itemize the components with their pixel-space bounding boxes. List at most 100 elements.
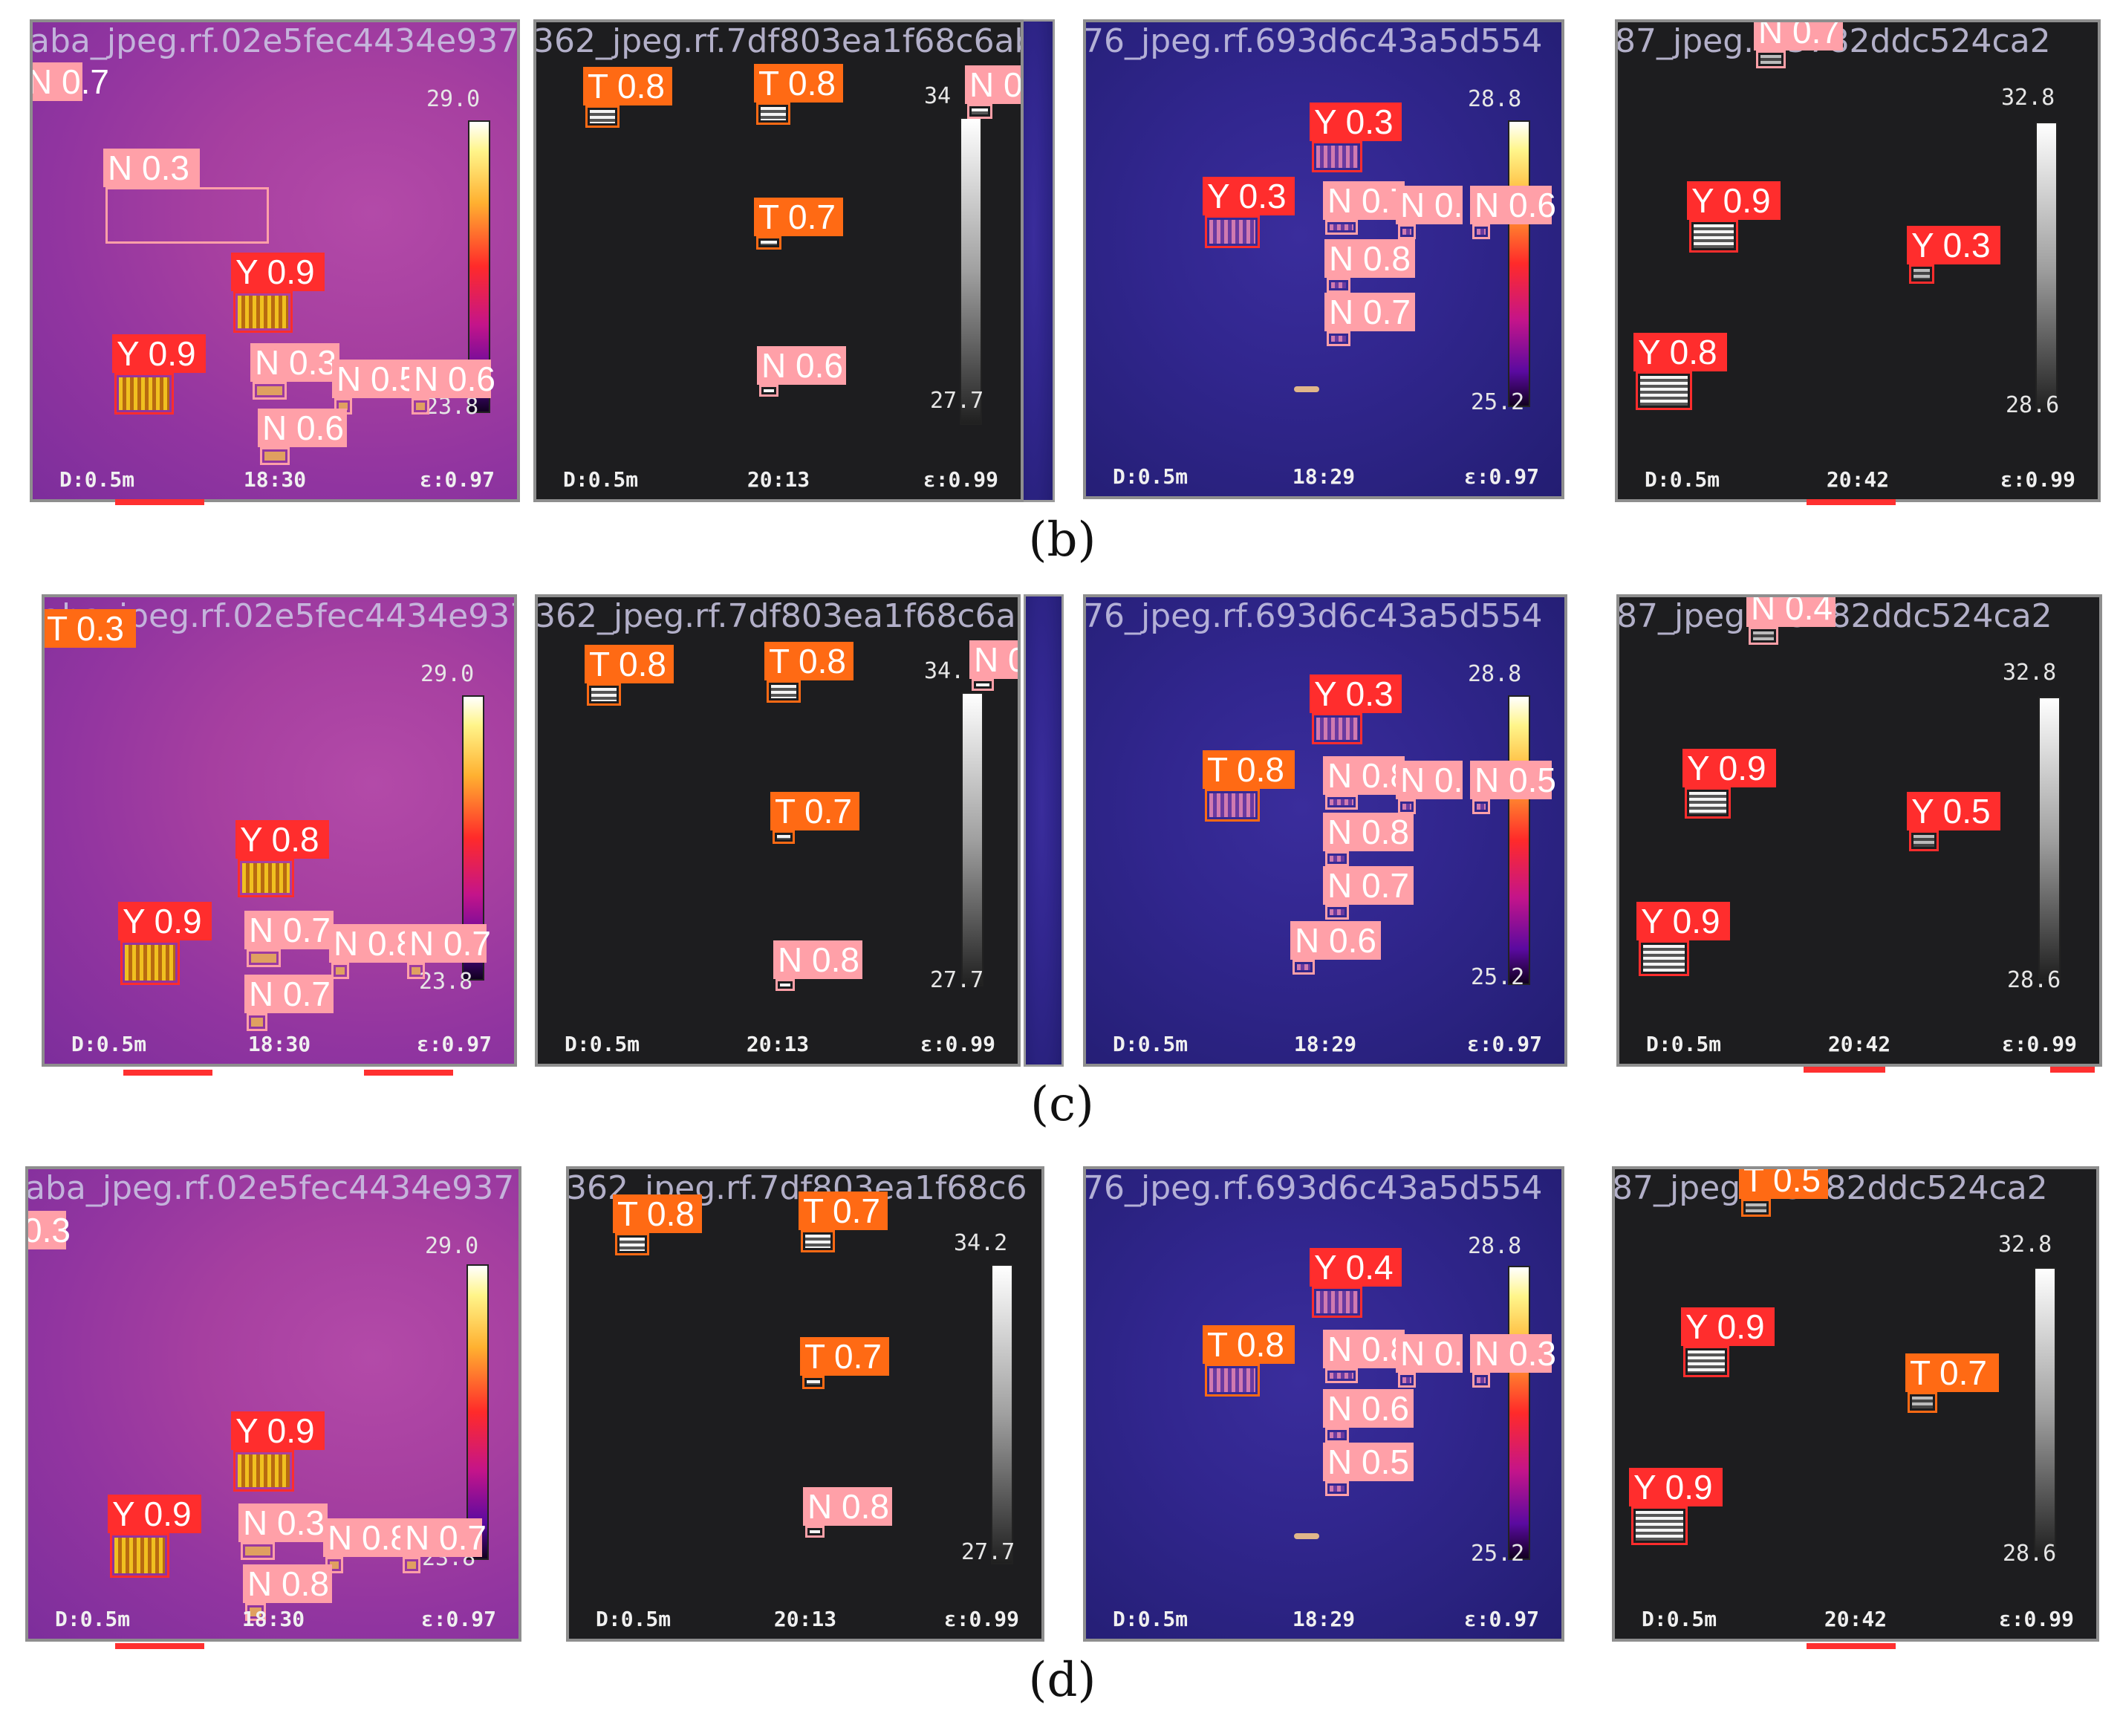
detection-bbox	[1909, 264, 1934, 284]
detection-label: N 0.7	[965, 65, 1021, 104]
red-annotation-bar	[115, 1643, 204, 1649]
detection-label: N 0.5	[1323, 1443, 1414, 1481]
detected-object-texture	[330, 1561, 339, 1569]
detection-bbox	[1909, 830, 1939, 851]
detection-label: T 0.5	[1739, 1169, 1828, 1199]
detected-object-texture	[251, 954, 276, 963]
detection-label: Y 0.9	[1682, 749, 1776, 787]
detection-label: N 0.4	[1746, 597, 1836, 627]
detection-bbox	[1756, 51, 1786, 68]
detection-bbox	[756, 103, 790, 125]
emissivity-readout: ε:0.97	[420, 1607, 496, 1631]
detection-bbox	[120, 940, 180, 985]
subfigure-caption: (b)	[1028, 513, 1096, 568]
thermal-image-panel: 76_jpeg.rf.693d6c43a5d554 28.8 25.2 Y 0.3 T …	[1083, 594, 1567, 1067]
detected-object-texture	[245, 1547, 270, 1555]
detected-object-texture	[412, 967, 420, 975]
colorbar-max-temperature: 34.2	[954, 1230, 1008, 1256]
temperature-colorbar	[960, 117, 982, 425]
detected-object-texture	[771, 685, 796, 698]
detected-object-texture	[1330, 1373, 1353, 1379]
detection-bbox	[1472, 1373, 1490, 1388]
detection-label: Y 0.9	[108, 1495, 201, 1533]
emissivity-readout: ε:0.97	[416, 1032, 492, 1056]
detection-label: N 0.8	[803, 1487, 892, 1526]
detection-bbox	[802, 1376, 825, 1389]
red-annotation-bar	[1807, 1643, 1896, 1649]
hot-spot	[1294, 1533, 1319, 1539]
detection-label: N 0.	[1396, 186, 1463, 224]
red-annotation-bar	[364, 1070, 453, 1076]
detection-bbox	[801, 1230, 835, 1252]
time-readout: 18:29	[1292, 464, 1356, 489]
colorbar-max-temperature: 28.8	[1468, 661, 1522, 687]
colorbar-min-temperature: 25.2	[1471, 389, 1525, 415]
detection-label: N 0.8	[1323, 1330, 1409, 1368]
filename-overlay: 87_jpeg.rf.5782ddc524ca2	[1619, 600, 2052, 633]
colorbar-max-temperature: 29.0	[420, 661, 475, 687]
detection-bbox	[1325, 1481, 1349, 1496]
detected-object-texture	[1688, 1350, 1725, 1373]
detection-bbox	[1293, 960, 1315, 975]
detection-label: T 0.3	[45, 609, 136, 648]
distance-readout: D:0.5m	[563, 467, 639, 492]
distance-readout: D:0.5m	[1642, 1607, 1717, 1631]
detection-label: N 0.8	[1323, 756, 1409, 795]
thermal-image-panel: aba_jpeg.rf.02e5fec4434e937 29.0 23.8 T 0.3…	[42, 594, 517, 1067]
detection-bbox	[110, 1533, 169, 1578]
detection-label: N 0.8	[243, 1564, 332, 1603]
detected-object-texture	[1753, 631, 1774, 640]
temperature-colorbar	[961, 692, 983, 986]
distance-readout: D:0.5m	[1646, 1032, 1722, 1056]
detected-object-texture	[242, 863, 290, 893]
filename-overlay: 362_jpeg.rf.7df803ea1f68c6aba	[535, 597, 1021, 635]
time-readout: 18:30	[241, 1607, 305, 1631]
detection-label: Y 0.8	[235, 820, 329, 859]
detection-bbox	[615, 1233, 649, 1255]
detection-label: Y 0.4	[1310, 1248, 1402, 1287]
detection-bbox	[776, 979, 795, 991]
colorbar-min-temperature: 27.7	[930, 388, 984, 414]
detected-object-texture	[1316, 1291, 1358, 1313]
detected-object-texture	[257, 386, 282, 395]
detected-object-texture	[238, 1454, 290, 1487]
colorbar-max-temperature: 29.0	[425, 1233, 479, 1259]
detection-label: Y 0.3	[1907, 226, 2000, 264]
detection-label: N 0.7	[400, 1518, 487, 1557]
filename-overlay: aba_jpeg.rf.02e5fec4434e937	[30, 22, 519, 60]
thermal-image-panel: 362_jpeg.rf.7df803ea1f68c6 34.2 27.7 T 0.8 T…	[566, 1166, 1044, 1642]
filename-overlay: 76_jpeg.rf.693d6c43a5d554	[1083, 1169, 1543, 1207]
colorbar-min-temperature: 28.6	[2006, 392, 2060, 418]
detection-bbox	[585, 105, 620, 128]
detected-object-texture	[1209, 1368, 1255, 1392]
detection-bbox	[773, 830, 795, 844]
thermal-image-panel: 362_jpeg.rf.7df803ea1f68c6aba 34. 27.7 T 0.…	[535, 594, 1021, 1067]
detected-object-texture	[1402, 1377, 1411, 1383]
detection-label: N 0.8	[1323, 813, 1414, 851]
detected-object-texture	[1331, 336, 1346, 342]
detected-object-texture	[1643, 945, 1685, 972]
subfigure-caption: (d)	[1028, 1653, 1096, 1708]
time-readout: 18:30	[243, 467, 307, 492]
thermal-image-panel: 87_jpeg.rf.5782ddc524ca2 32.8 28.6 N 0.4 Y 0…	[1616, 594, 2102, 1067]
temperature-colorbar	[1508, 1266, 1530, 1560]
colorbar-min-temperature: 28.6	[2003, 1541, 2057, 1567]
detection-label: Y 0.5	[1907, 792, 2000, 830]
detection-label: N 0.3	[1470, 1334, 1556, 1373]
detection-bbox	[1398, 224, 1416, 239]
detection-label: T 0.8	[754, 64, 843, 103]
distance-readout: D:0.5m	[59, 467, 135, 492]
detection-bbox	[238, 859, 294, 897]
detection-bbox	[1325, 905, 1349, 920]
colorbar-min-temperature: 25.2	[1471, 964, 1525, 990]
colorbar-min-temperature: 25.2	[1471, 1541, 1525, 1567]
camera-readout-footer: D:0.5m 20:13 ε:0.99	[538, 1030, 1018, 1056]
detection-bbox	[1325, 795, 1358, 810]
detection-bbox	[1631, 1506, 1688, 1545]
hot-spot	[1294, 386, 1319, 392]
colorbar-max-temperature: 32.8	[2001, 85, 2055, 111]
detection-label: N 0.7	[1323, 181, 1409, 220]
detection-label: Y 0.8	[1633, 333, 1727, 371]
camera-readout-footer: D:0.5m 18:30 ε:0.97	[45, 1030, 514, 1056]
